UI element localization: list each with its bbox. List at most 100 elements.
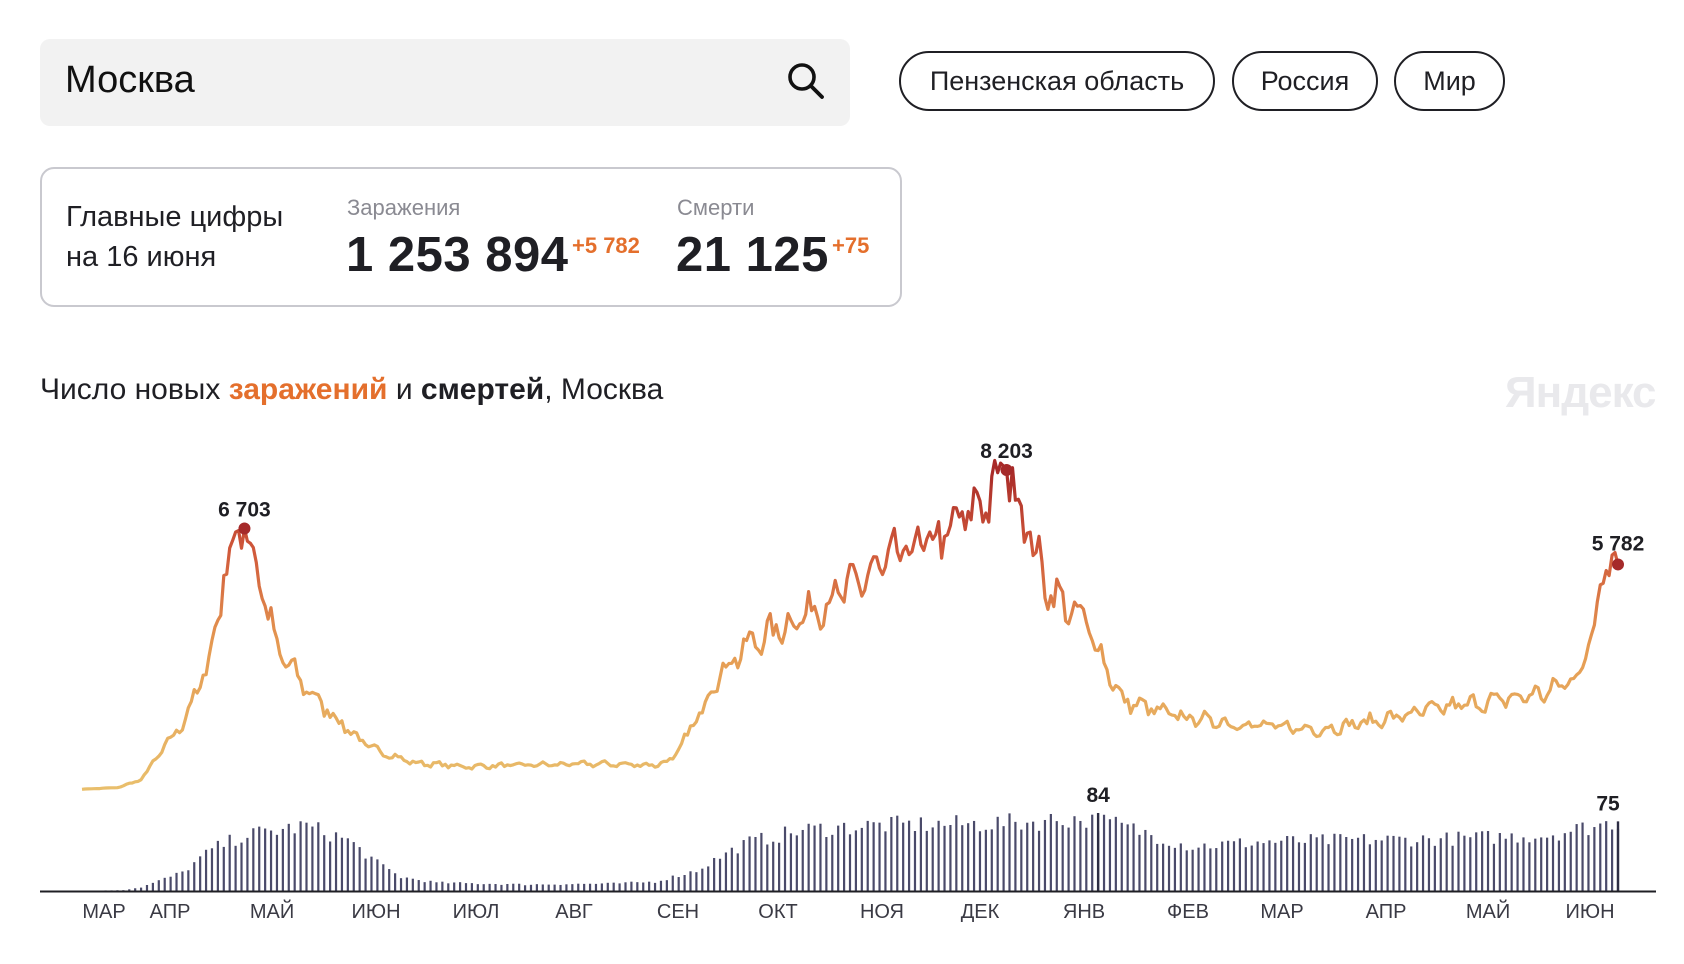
death-bar (1486, 831, 1490, 891)
death-bar (600, 883, 603, 891)
death-bar (281, 828, 284, 891)
death-bar (1404, 837, 1407, 891)
death-bar (783, 826, 787, 891)
death-bar (884, 831, 887, 891)
death-bar (1445, 832, 1448, 891)
death-bar (1398, 836, 1401, 891)
death-bar (1504, 838, 1507, 891)
death-bar (1451, 845, 1454, 891)
death-bar (1091, 814, 1094, 891)
death-bar (329, 841, 332, 891)
search-field[interactable]: Москва (40, 39, 850, 126)
death-bar (1250, 845, 1253, 891)
death-bar (1226, 840, 1230, 891)
death-bar (1587, 835, 1590, 891)
death-bar (695, 872, 698, 891)
death-bar (216, 840, 219, 891)
death-bar (1575, 824, 1578, 891)
region-chip-russia[interactable]: Россия (1232, 51, 1378, 111)
death-bar (352, 842, 355, 891)
death-bar (577, 883, 580, 891)
death-bar (1593, 827, 1596, 891)
search-icon[interactable] (784, 59, 828, 103)
month-tick-label: ИЮЛ (453, 901, 500, 923)
death-bar (1351, 838, 1354, 891)
month-tick-label: МАР (82, 901, 125, 923)
search-input-value[interactable]: Москва (65, 59, 195, 101)
death-bar (529, 884, 533, 891)
death-bar (701, 868, 704, 891)
death-bar (878, 822, 881, 891)
month-tick-label: ФЕВ (1167, 901, 1209, 923)
death-bar (1079, 820, 1082, 891)
death-bar (1510, 833, 1513, 891)
death-bar (512, 883, 515, 891)
death-bar (925, 830, 928, 891)
death-bar (1014, 821, 1017, 891)
death-bar (411, 878, 414, 891)
chart-title-part5: , Москва (544, 373, 664, 406)
death-bar (476, 884, 479, 891)
death-bar (854, 830, 858, 891)
death-bar (246, 837, 249, 891)
death-bar (1102, 814, 1106, 891)
death-bar (163, 877, 166, 891)
death-bar (1563, 833, 1566, 891)
death-bar (145, 884, 149, 891)
death-bar (736, 853, 739, 891)
death-bar (742, 840, 745, 891)
death-bar (890, 816, 893, 891)
month-tick-label: ОКТ (758, 901, 797, 923)
death-bar (949, 825, 952, 891)
death-bar (222, 846, 225, 891)
death-bar (1356, 837, 1360, 891)
death-bar (1156, 843, 1159, 891)
death-bar (1534, 838, 1537, 891)
month-tick-label: МАЙ (250, 899, 294, 923)
infections-peak-label: 5 782 (1592, 532, 1645, 555)
death-bar (382, 864, 385, 891)
death-bar (594, 883, 598, 891)
death-bar (766, 844, 769, 891)
death-bar (429, 880, 432, 891)
death-bar (565, 884, 568, 891)
death-bar (447, 883, 450, 891)
infections-line (81, 458, 1620, 791)
death-bar (1132, 823, 1135, 891)
death-bar (1203, 843, 1206, 891)
death-bar (1392, 835, 1395, 891)
death-bar (435, 882, 438, 891)
death-bar (1421, 835, 1425, 891)
death-bar (1008, 813, 1011, 891)
death-bar (1037, 830, 1041, 891)
death-bar (571, 884, 574, 891)
region-chip-world[interactable]: Мир (1394, 51, 1505, 111)
month-tick-label: МАЙ (1466, 899, 1510, 923)
region-chip-penza[interactable]: Пензенская область (899, 51, 1215, 111)
death-bar (1362, 834, 1366, 891)
death-bar (394, 873, 397, 891)
deaths-peak-label: 75 (1596, 792, 1620, 815)
death-bar (807, 823, 810, 891)
death-bar (1599, 823, 1602, 891)
death-bar (1120, 822, 1123, 891)
death-bar (778, 842, 781, 891)
death-bar (1569, 831, 1572, 891)
death-bar (187, 870, 190, 891)
death-bar (1020, 829, 1023, 891)
death-bar (972, 820, 976, 891)
death-bar (618, 883, 621, 891)
death-bar (518, 883, 521, 891)
death-bar-highlight (1096, 813, 1100, 891)
infections-peak-marker (1612, 558, 1624, 571)
death-bar (671, 875, 674, 891)
death-bar (1315, 837, 1318, 891)
death-bar (1191, 849, 1194, 891)
death-bar (1339, 834, 1342, 891)
death-bar (907, 820, 911, 891)
infections-delta: +5 782 (572, 233, 640, 258)
death-bar (1475, 832, 1478, 891)
death-bar (1380, 840, 1383, 891)
month-tick-label: МАР (1260, 901, 1303, 923)
death-bar (340, 837, 344, 891)
